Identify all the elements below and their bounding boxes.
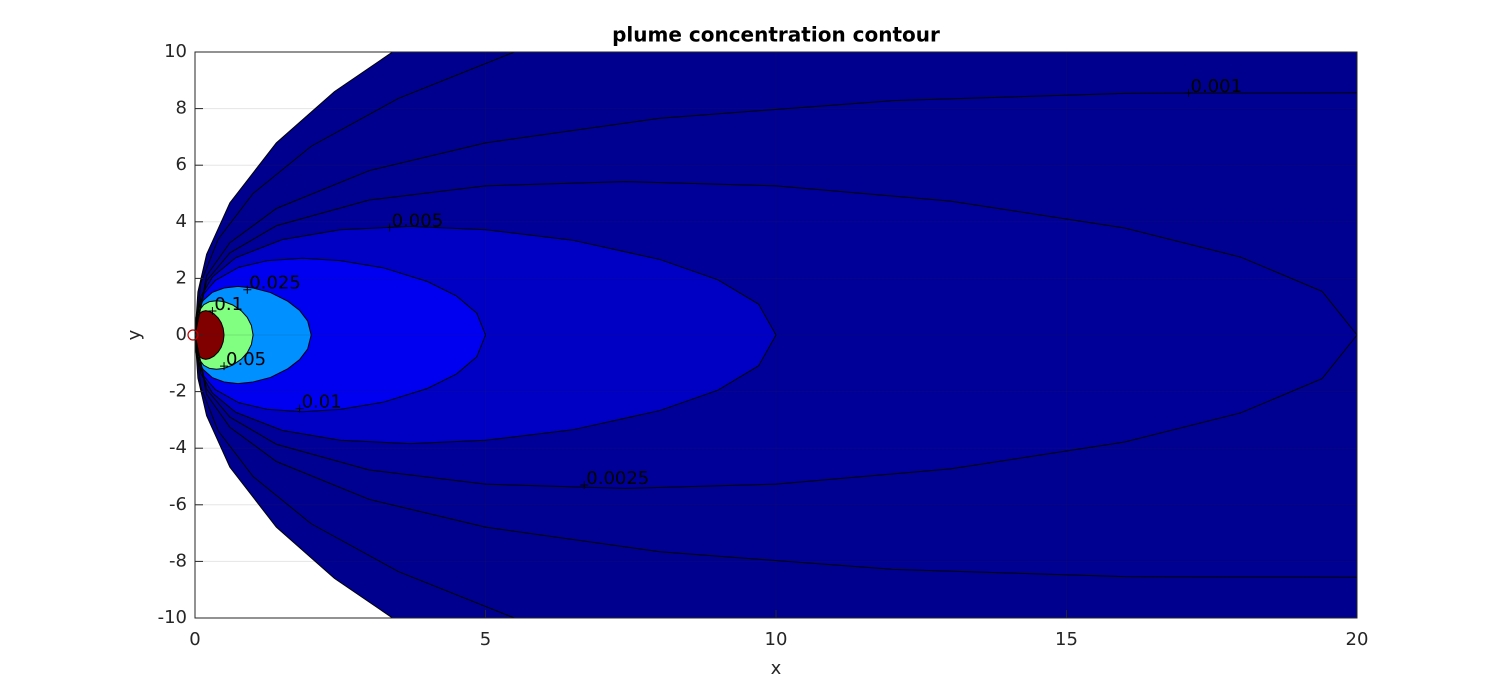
contour-line bbox=[195, 334, 254, 370]
x-tick-label: 0 bbox=[189, 629, 200, 650]
contour-line bbox=[195, 334, 393, 618]
y-tick-label: -6 bbox=[169, 494, 187, 515]
contour-label-marker bbox=[385, 223, 394, 232]
x-tick-label: 15 bbox=[1055, 629, 1078, 650]
contour-label: 0.01 bbox=[302, 392, 342, 413]
x-tick-label: 20 bbox=[1346, 629, 1369, 650]
contour-label-marker bbox=[580, 480, 589, 489]
y-tick-label: 2 bbox=[176, 267, 187, 288]
contour-line bbox=[195, 181, 1357, 336]
contour-label: 0.005 bbox=[392, 210, 444, 231]
contour-label-marker bbox=[243, 285, 252, 294]
contour-line bbox=[195, 334, 225, 360]
contour-line bbox=[195, 334, 312, 385]
contour-label: 0.05 bbox=[226, 349, 266, 370]
contour-line bbox=[195, 310, 225, 336]
contour-label: 0.0025 bbox=[586, 468, 649, 489]
axes-box bbox=[194, 51, 1358, 619]
y-tick-label: 8 bbox=[176, 98, 187, 119]
contour-line bbox=[195, 92, 1357, 336]
contour-line bbox=[195, 225, 777, 336]
x-tick-label: 5 bbox=[480, 629, 491, 650]
source-point bbox=[187, 329, 199, 341]
y-tick-label: -2 bbox=[169, 381, 187, 402]
contour-label: 0.001 bbox=[1191, 76, 1243, 97]
y-tick-label: 6 bbox=[176, 154, 187, 175]
contour-lines bbox=[195, 52, 1357, 618]
y-tick-label: -10 bbox=[158, 607, 187, 628]
contour-label: 0.025 bbox=[249, 273, 301, 294]
contour-line bbox=[195, 334, 1357, 578]
contour-line bbox=[195, 257, 486, 336]
contour-label-marker bbox=[1184, 89, 1193, 98]
contour-line bbox=[195, 334, 515, 618]
contour-label-marker bbox=[208, 306, 217, 315]
contour-line bbox=[195, 285, 312, 336]
contour-line bbox=[195, 300, 254, 336]
chart-title: plume concentration contour bbox=[612, 23, 940, 47]
y-axis-label: y bbox=[124, 329, 145, 340]
contour-line bbox=[195, 334, 1357, 489]
y-tick-label: 0 bbox=[176, 324, 187, 345]
y-tick-label: -8 bbox=[169, 550, 187, 571]
contour-band bbox=[195, 310, 225, 360]
x-tick-label: 10 bbox=[765, 629, 788, 650]
x-axis-label: x bbox=[771, 658, 782, 679]
contour-label: 0.1 bbox=[214, 294, 243, 315]
contour-line bbox=[195, 334, 486, 413]
contour-label-marker bbox=[295, 404, 304, 413]
contour-line bbox=[195, 334, 777, 445]
y-tick-label: 10 bbox=[164, 41, 187, 62]
y-tick-label: 4 bbox=[176, 211, 187, 232]
contour-line bbox=[195, 52, 393, 336]
contour-line bbox=[195, 52, 515, 336]
contour-label-marker bbox=[220, 362, 229, 371]
y-tick-label: -4 bbox=[169, 437, 187, 458]
